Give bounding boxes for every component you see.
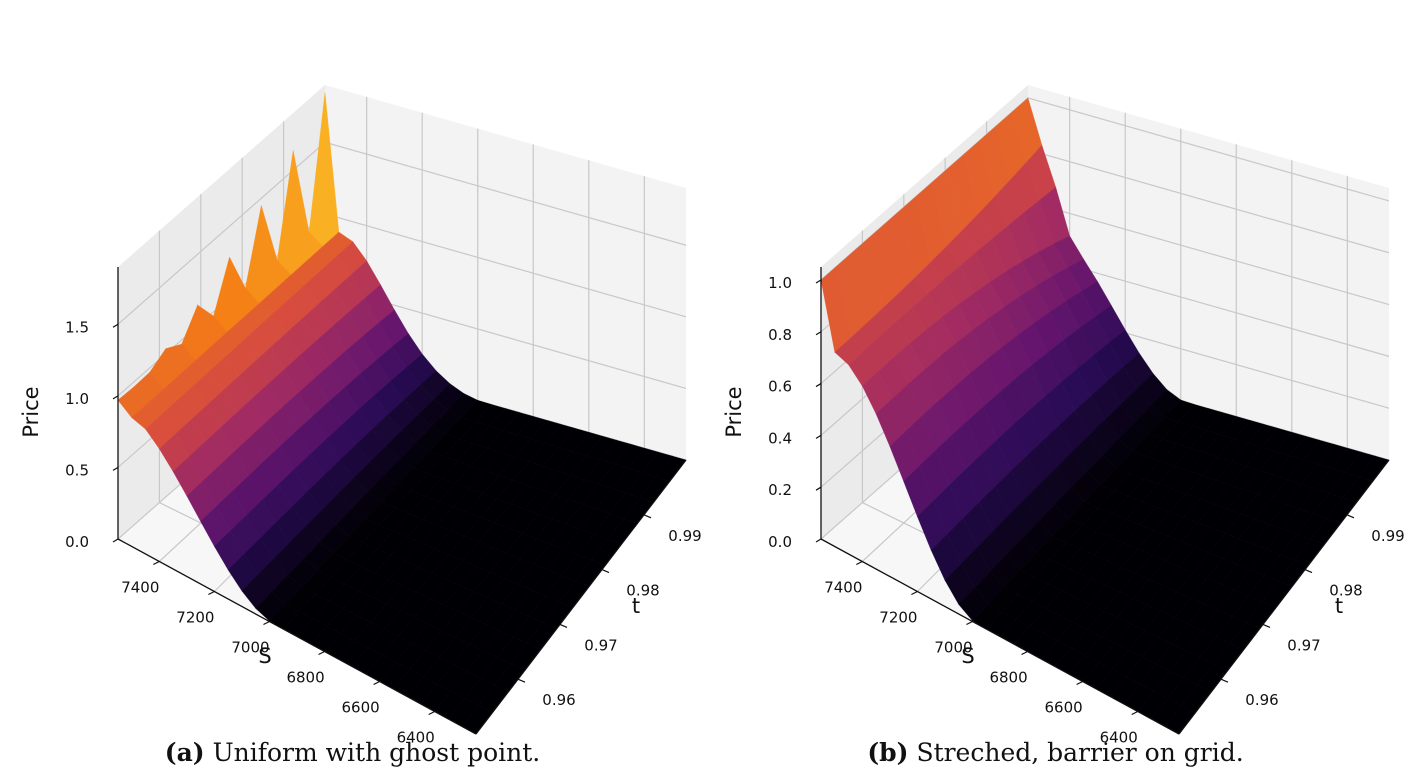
z-tick [815,486,822,491]
z-tick [815,434,822,439]
y-tick-label: 0.98 [626,582,659,600]
x-tick-label: 7000 [934,639,972,657]
plot-area: 7400 7200 7000 6800 6600 6400 0.96 0.97 0.98 0.99… [19,85,702,747]
y-tick [643,514,652,519]
surface-chart-b: 7400 7200 7000 6800 6600 6400 0.96 0.97 0.98 0.99… [722,85,1405,747]
y-tick-label: 0.96 [1245,691,1278,709]
price-surface [117,92,687,735]
z-tick-label: 0.4 [768,429,792,447]
z-tick [112,466,119,471]
z-tick-label: 0.2 [768,481,792,499]
x-tick [153,560,160,566]
z-tick-label: 0.8 [768,326,792,344]
z-tick-label: 0.0 [65,533,89,551]
z-tick-label: 0.6 [768,378,792,396]
x-tick [966,620,973,626]
x-tick-label: 6800 [989,669,1027,687]
z-tick [815,383,822,388]
surface-chart-a: 7400 7200 7000 6800 6600 6400 0.96 0.97 0.98 0.99… [19,85,702,747]
caption-a-text: Uniform with ghost point. [212,738,541,767]
x-axis-title: S [961,644,974,668]
z-axis-title: Price [19,386,43,437]
x-axis-line [117,538,477,735]
x-tick-label: 6400 [1100,729,1138,747]
z-tick-label: 0.5 [65,461,89,479]
x-tick [1131,710,1138,716]
y-tick [601,569,610,574]
x-tick-label: 7000 [231,639,269,657]
x-tick-label: 7200 [879,609,917,627]
y-tick-label: 0.99 [668,527,701,545]
y-tick-label: 0.96 [542,691,575,709]
z-tick [815,538,822,543]
panel-b: 7400 7200 7000 6800 6600 6400 0.96 0.97 0.98 0.99… [703,0,1408,784]
x-tick [1076,680,1083,686]
y-tick [1304,569,1313,574]
x-tick [318,650,325,656]
z-tick-label: 1.5 [65,318,89,336]
x-tick [373,680,380,686]
z-tick [815,279,822,284]
x-tick-label: 7400 [824,579,862,597]
z-tick-label: 1.0 [768,274,792,292]
y-axis-line [475,459,687,735]
x-tick-label: 7200 [176,609,214,627]
caption-b-label: (b) [867,738,909,767]
y-tick [517,678,526,683]
caption-b-text: Streched, barrier on grid. [916,738,1244,767]
caption-a: (a) Uniform with ghost point. [0,738,705,767]
z-tick-label: 1.0 [65,390,89,408]
x-axis-line [820,538,1180,735]
z-tick [112,395,119,400]
z-tick [112,538,119,543]
x-tick [1021,650,1028,656]
y-axis-line [1178,459,1390,735]
plot-area: 7400 7200 7000 6800 6600 6400 0.96 0.97 0.98 0.99… [722,85,1405,747]
y-tick-label: 0.97 [584,636,617,654]
y-axis-title: t [632,594,640,618]
panel-a: 7400 7200 7000 6800 6600 6400 0.96 0.97 0.98 0.99… [0,85,705,767]
z-axis-title: Price [722,386,746,437]
y-tick [559,623,568,628]
caption-b: (b) Streched, barrier on grid. [703,738,1408,767]
z-tick [112,323,119,328]
y-tick [1346,514,1355,519]
y-axis-title: t [1335,594,1343,618]
x-tick-label: 6600 [342,699,380,717]
y-tick-label: 0.98 [1329,582,1362,600]
y-tick [1220,678,1229,683]
y-tick-label: 0.99 [1371,527,1404,545]
z-tick [815,331,822,336]
x-tick [911,590,918,596]
y-tick-label: 0.97 [1287,636,1320,654]
x-tick [428,710,435,716]
x-tick [208,590,215,596]
y-tick [1262,623,1271,628]
x-tick-label: 6800 [286,669,324,687]
x-axis-title: S [258,644,271,668]
x-tick-label: 7400 [121,579,159,597]
z-tick-label: 0.0 [768,533,792,551]
x-tick [856,560,863,566]
x-tick [263,620,270,626]
price-surface [820,97,1390,735]
x-tick-label: 6400 [397,729,435,747]
x-tick-label: 6600 [1045,699,1083,717]
caption-a-label: (a) [164,738,205,767]
